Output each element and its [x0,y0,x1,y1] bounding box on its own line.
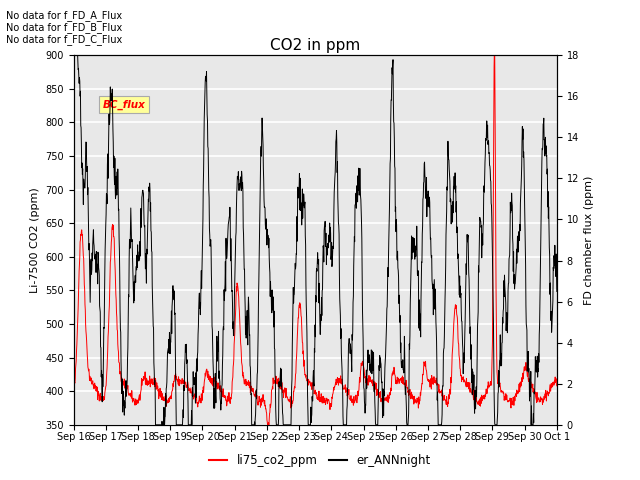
Text: No data for f_FD_C_Flux: No data for f_FD_C_Flux [6,35,123,46]
Y-axis label: FD chamber flux (ppm): FD chamber flux (ppm) [584,175,595,305]
Text: No data for f_FD_A_Flux: No data for f_FD_A_Flux [6,11,122,22]
Title: CO2 in ppm: CO2 in ppm [270,37,360,53]
Legend: li75_co2_ppm, er_ANNnight: li75_co2_ppm, er_ANNnight [205,449,435,472]
Text: BC_flux: BC_flux [102,99,145,110]
Text: No data for f_FD_B_Flux: No data for f_FD_B_Flux [6,23,123,34]
Y-axis label: Li-7500 CO2 (ppm): Li-7500 CO2 (ppm) [29,187,40,293]
